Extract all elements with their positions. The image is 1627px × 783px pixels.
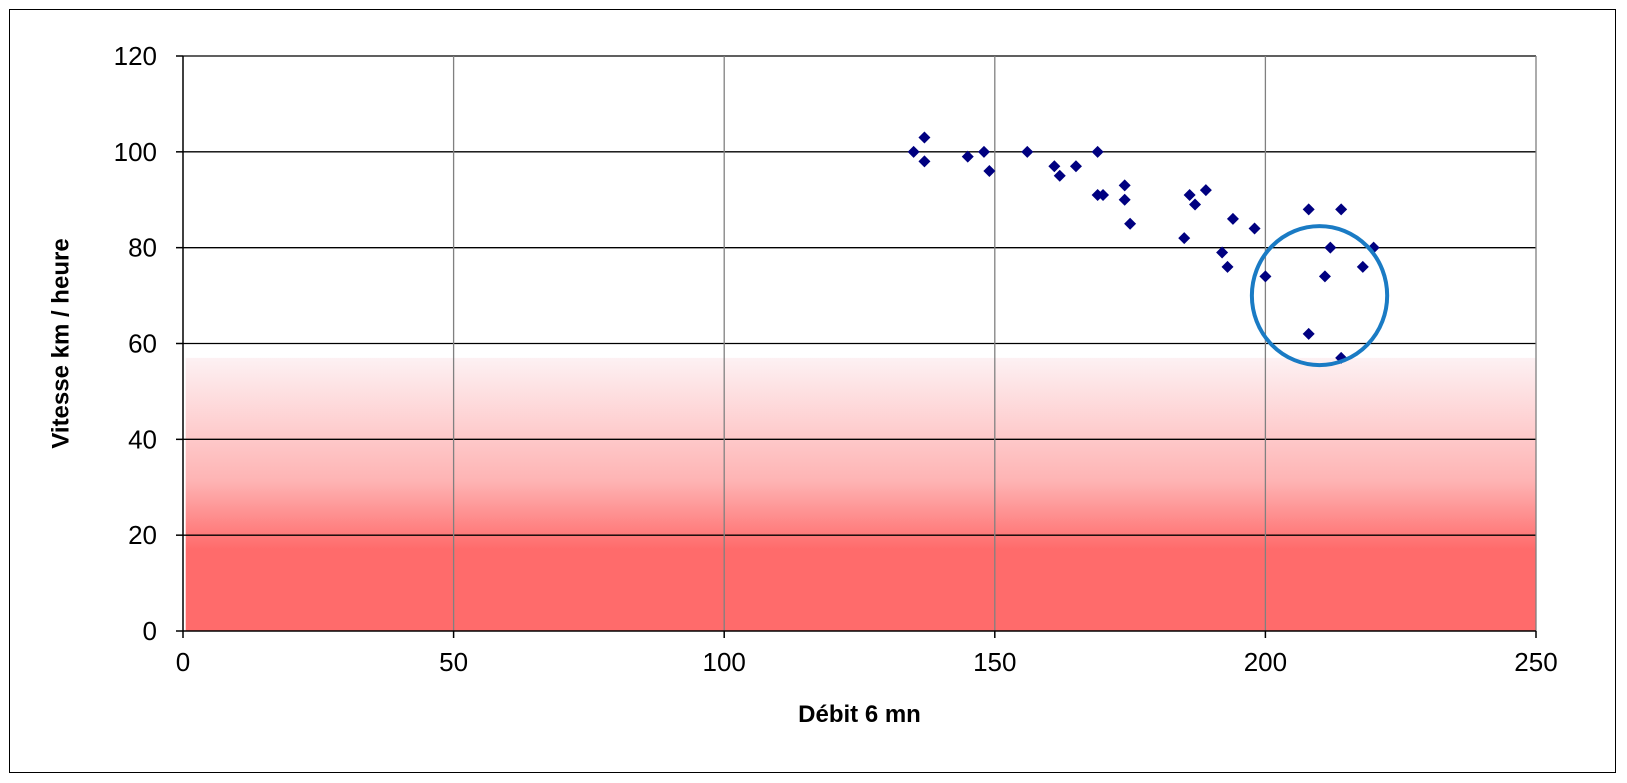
data-point	[983, 165, 996, 177]
data-point	[1097, 188, 1110, 201]
x-tick-label: 250	[1514, 647, 1557, 677]
data-point	[1048, 160, 1061, 173]
x-tick-label: 100	[703, 647, 746, 677]
y-tick-label: 0	[143, 616, 157, 646]
y-tick-label: 120	[114, 41, 157, 71]
x-axis-title: Débit 6 mn	[798, 701, 921, 728]
x-tick-label: 0	[176, 647, 190, 677]
highlight-circle	[1249, 224, 1390, 368]
shaded-region	[185, 357, 1536, 631]
data-point	[1221, 260, 1234, 273]
data-point	[1091, 145, 1104, 158]
data-point	[1021, 145, 1034, 158]
data-point	[1118, 179, 1131, 192]
y-tick-label: 20	[128, 520, 157, 550]
y-tick-label: 100	[114, 137, 157, 167]
data-point	[1356, 260, 1369, 273]
data-point	[1124, 217, 1137, 230]
data-point	[977, 145, 990, 158]
data-point	[1199, 184, 1212, 197]
data-point	[1248, 222, 1261, 235]
x-tick-label: 50	[439, 647, 468, 677]
data-point	[907, 145, 920, 158]
data-point	[1183, 188, 1196, 201]
data-point	[1189, 198, 1202, 211]
y-axis-title: Vitesse km / heure	[47, 238, 74, 448]
data-point	[1118, 193, 1131, 206]
y-tick-label: 60	[128, 329, 157, 359]
data-point	[1335, 203, 1348, 216]
x-tick-label: 200	[1244, 647, 1287, 677]
y-tick-label: 80	[128, 233, 157, 263]
data-point	[1318, 270, 1331, 283]
x-tick-label: 150	[973, 647, 1016, 677]
data-point	[1178, 232, 1191, 245]
data-point	[1324, 241, 1337, 254]
data-point	[1302, 327, 1315, 340]
data-point	[918, 131, 931, 144]
data-point	[1053, 169, 1066, 182]
data-point	[961, 150, 974, 163]
data-point	[918, 155, 931, 168]
data-point	[1302, 203, 1315, 216]
data-point	[1226, 212, 1239, 225]
data-point	[1259, 270, 1272, 283]
data-point	[1216, 246, 1229, 259]
y-tick-label: 40	[128, 424, 157, 454]
data-point	[1069, 160, 1082, 173]
